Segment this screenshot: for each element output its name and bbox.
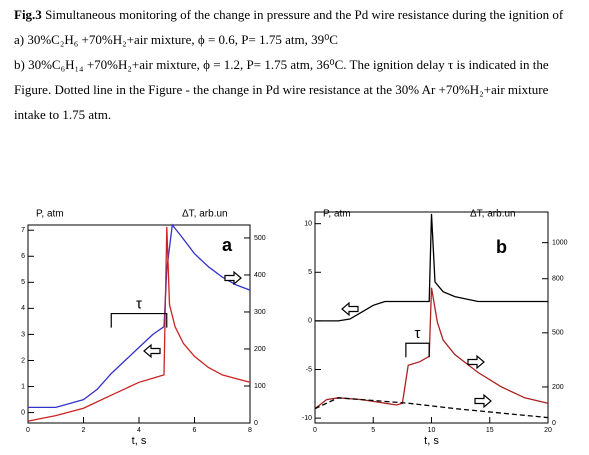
tau-label: τ: [136, 296, 142, 313]
caption-item: b) 30%C₆H₁₄ +70%H₂+air mixture, ϕ = 1.2,…: [14, 57, 549, 122]
y-tick-label: 0: [308, 318, 312, 325]
y2-tick-label: 0: [254, 420, 258, 427]
y-tick-label: 1: [21, 383, 25, 390]
y-tick-label: 2: [21, 357, 25, 364]
x-tick-label: 6: [193, 427, 197, 434]
caption: Fig.3 Simultaneous monitoring of the cha…: [14, 2, 579, 127]
y-tick-label: 5: [308, 269, 312, 276]
arrow: [224, 270, 242, 286]
tau-label: τ: [415, 325, 421, 342]
plot-frame: [314, 211, 549, 424]
y-tick-label: 4: [21, 305, 25, 312]
y-axis-label: P, atm: [323, 209, 351, 220]
plot-frame: [27, 224, 251, 424]
y-tick-label: 3: [21, 331, 25, 338]
y2-axis-label: ΔT, arb.un: [182, 209, 228, 220]
x-tick-label: 5: [371, 427, 375, 434]
y-tick-label: 5: [21, 279, 25, 286]
y-tick-label: -10: [302, 415, 312, 422]
x-tick-label: 10: [428, 427, 436, 434]
data-line: [315, 213, 548, 322]
y2-tick-label: 400: [254, 272, 266, 279]
y2-axis-label: ΔT, arb.un: [470, 209, 516, 220]
y2-tick-label: 300: [254, 309, 266, 316]
y-tick-label: 10: [304, 221, 312, 228]
panel-label: a: [222, 235, 233, 255]
x-tick-label: 15: [486, 427, 494, 434]
caption-item: a) 30%C₂H₆ +70%H₂+air mixture, ϕ = 0.6, …: [14, 32, 338, 47]
y2-tick-label: 200: [254, 346, 266, 353]
y2-tick-label: 200: [552, 384, 564, 391]
x-tick-label: 0: [26, 427, 30, 434]
x-axis-label: t, s: [424, 435, 439, 447]
y-tick-label: -5: [306, 366, 312, 373]
tau-bracket: [110, 312, 168, 328]
y2-tick-label: 100: [254, 383, 266, 390]
x-tick-label: 4: [137, 427, 141, 434]
tau-bracket: [405, 342, 430, 358]
caption-title: Fig.3 Simultaneous monitoring of the cha…: [14, 2, 579, 27]
data-line: [314, 397, 549, 419]
x-tick-label: 0: [313, 427, 317, 434]
arrow: [467, 354, 485, 370]
data-line: [27, 226, 251, 422]
data-line: [28, 223, 251, 409]
arrow: [143, 343, 161, 359]
arrow: [474, 393, 492, 409]
y2-tick-label: 0: [552, 420, 556, 427]
data-line: [314, 287, 549, 410]
figure-label: Fig.3: [14, 7, 42, 22]
x-axis-label: t, s: [132, 435, 147, 447]
y-tick-label: 6: [21, 253, 25, 260]
x-tick-label: 2: [82, 427, 86, 434]
x-tick-label: 8: [248, 427, 252, 434]
y-tick-label: 7: [21, 227, 25, 234]
y2-tick-label: 500: [552, 330, 564, 337]
y2-tick-label: 1000: [552, 240, 568, 247]
arrow: [341, 301, 359, 317]
y-axis-label: P, atm: [36, 209, 64, 220]
y-tick-label: 0: [21, 409, 25, 416]
x-tick-label: 20: [544, 427, 552, 434]
panel-label: b: [496, 237, 507, 257]
caption-text: Simultaneous monitoring of the change in…: [45, 7, 564, 22]
y2-tick-label: 500: [254, 235, 266, 242]
y2-tick-label: 800: [552, 276, 564, 283]
